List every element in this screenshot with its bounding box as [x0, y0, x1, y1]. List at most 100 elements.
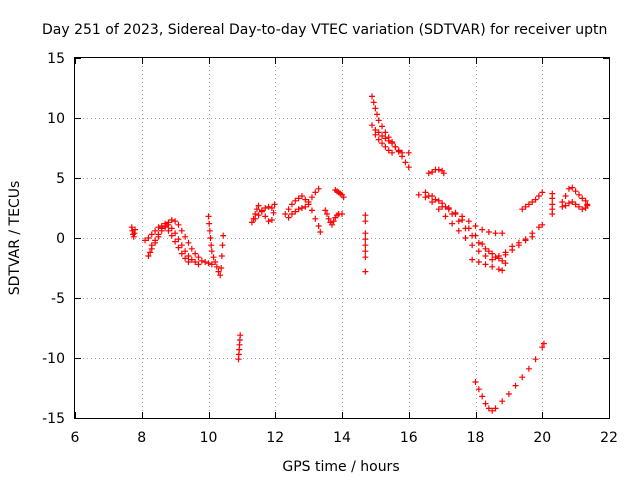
- data-point: [479, 241, 486, 247]
- data-point: [485, 248, 492, 255]
- data-point: [182, 248, 189, 255]
- y-tick-label: -15: [42, 411, 65, 427]
- data-point: [207, 235, 214, 241]
- data-point: [147, 249, 154, 256]
- data-point: [465, 218, 472, 225]
- data-point: [475, 248, 482, 255]
- data-point: [255, 212, 262, 219]
- y-axis-label: SDTVAR / TECUs: [7, 181, 23, 296]
- data-point: [539, 344, 546, 351]
- data-point: [492, 254, 499, 261]
- grid: [75, 58, 609, 418]
- data-point: [165, 221, 172, 228]
- data-point: [455, 227, 462, 234]
- data-point: [131, 230, 138, 237]
- x-tick-label: 14: [333, 430, 351, 446]
- data-point: [206, 220, 213, 227]
- data-point: [198, 257, 205, 264]
- data-point: [362, 248, 369, 255]
- data-point: [449, 220, 456, 227]
- data-point: [475, 239, 482, 246]
- data-point: [175, 244, 182, 251]
- y-tick-label: -5: [51, 291, 65, 307]
- data-point: [302, 196, 309, 203]
- data-point: [195, 261, 202, 268]
- data-point: [248, 219, 255, 226]
- data-point: [529, 199, 536, 205]
- data-point: [265, 218, 272, 225]
- data-point: [270, 209, 277, 216]
- data-point: [584, 202, 591, 209]
- data-point: [168, 232, 175, 239]
- data-point: [212, 259, 219, 265]
- data-point: [389, 149, 396, 156]
- data-point: [472, 223, 479, 229]
- data-point: [285, 206, 292, 213]
- data-point: [295, 195, 302, 202]
- data-point: [172, 230, 179, 237]
- data-point: [271, 201, 278, 208]
- data-point: [205, 213, 212, 220]
- data-point: [482, 253, 489, 259]
- data-point: [202, 259, 209, 265]
- data-point: [218, 253, 225, 259]
- series-sat-w: [472, 340, 547, 414]
- data-point: [440, 170, 447, 177]
- data-point: [185, 239, 192, 246]
- data-point: [579, 206, 586, 213]
- data-point: [206, 227, 213, 234]
- data-point: [208, 242, 215, 249]
- data-point: [317, 229, 324, 235]
- data-point: [362, 212, 369, 219]
- series-sat-y: [549, 190, 556, 217]
- data-point: [237, 332, 244, 339]
- data-point: [382, 143, 389, 150]
- data-point: [178, 242, 185, 249]
- y-tick-label: 15: [47, 51, 65, 67]
- data-point: [429, 169, 436, 175]
- series-sat-v: [469, 256, 506, 274]
- data-point: [362, 230, 369, 237]
- data-point: [375, 129, 382, 136]
- data-point: [155, 224, 162, 231]
- data-point: [575, 191, 582, 198]
- data-point: [205, 260, 212, 267]
- data-point: [525, 201, 532, 208]
- data-point: [519, 374, 526, 381]
- data-point: [389, 140, 396, 147]
- data-point: [485, 405, 492, 412]
- series-sat-t: [425, 193, 509, 267]
- data-point: [168, 217, 175, 223]
- data-point: [435, 197, 442, 204]
- series-sat-i: [282, 193, 324, 235]
- data-point: [213, 263, 220, 270]
- data-point: [565, 185, 572, 192]
- data-point: [540, 340, 547, 347]
- data-point: [452, 209, 459, 216]
- data-point: [185, 253, 192, 259]
- data-point: [469, 242, 476, 249]
- data-point: [255, 202, 262, 209]
- data-point: [519, 206, 526, 213]
- x-tick-label: 18: [467, 430, 485, 446]
- data-point: [372, 131, 379, 138]
- series-sat-e: [205, 213, 227, 279]
- data-point: [374, 111, 381, 118]
- data-point: [385, 137, 392, 144]
- series-sat-q: [425, 166, 447, 177]
- data-point: [515, 239, 522, 246]
- data-point: [148, 242, 155, 249]
- data-point: [502, 249, 509, 256]
- data-point: [362, 218, 369, 225]
- data-point: [175, 236, 182, 243]
- data-point: [152, 227, 159, 234]
- data-point: [469, 256, 476, 263]
- data-point: [492, 405, 499, 412]
- data-point: [268, 205, 275, 211]
- data-point: [268, 217, 275, 223]
- data-point: [455, 218, 462, 225]
- x-tick-label: 8: [137, 430, 146, 446]
- data-point: [258, 208, 265, 215]
- data-point: [529, 233, 536, 240]
